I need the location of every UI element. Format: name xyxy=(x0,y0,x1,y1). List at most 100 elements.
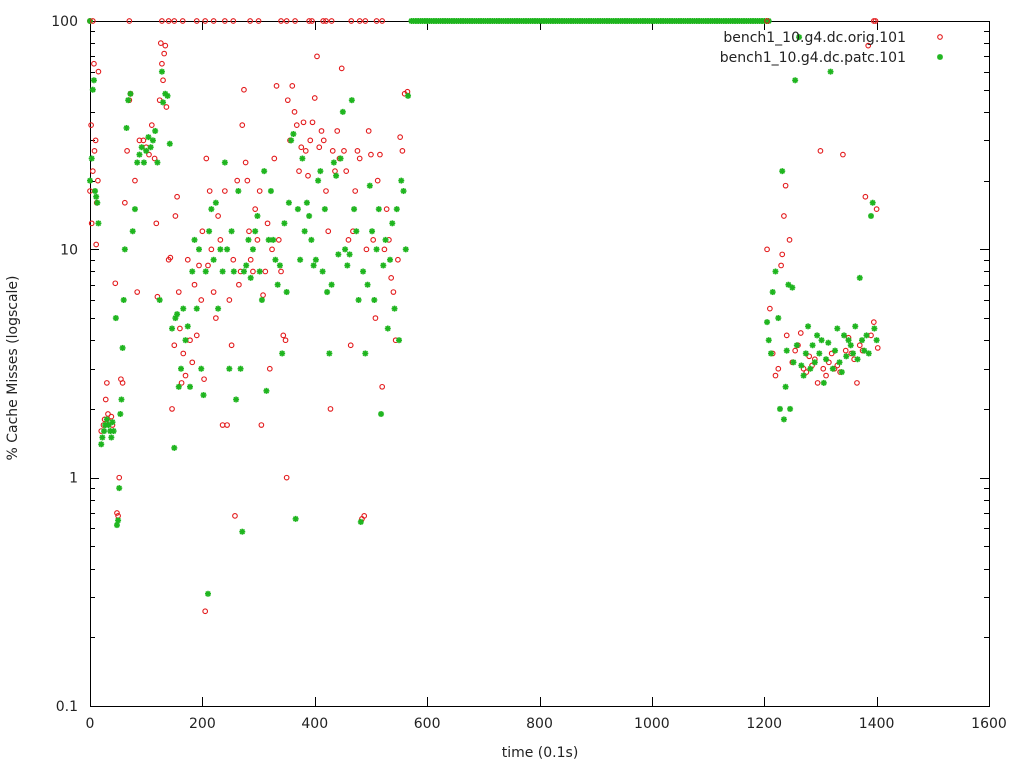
data-point xyxy=(112,280,119,287)
data-point xyxy=(217,246,224,253)
data-point xyxy=(90,77,97,84)
data-point xyxy=(366,182,373,189)
data-point xyxy=(157,40,164,46)
legend-star-marker xyxy=(937,54,943,60)
data-point xyxy=(134,159,141,166)
data-point xyxy=(841,332,848,339)
data-point xyxy=(162,42,169,49)
data-point xyxy=(291,109,298,115)
data-point xyxy=(289,82,296,89)
y-tick-label: 1 xyxy=(69,471,78,487)
data-point xyxy=(823,372,829,379)
data-point xyxy=(384,325,391,332)
data-point xyxy=(318,128,325,134)
data-point xyxy=(147,144,154,151)
data-point xyxy=(274,281,281,288)
data-point xyxy=(145,134,152,141)
data-point xyxy=(187,383,194,390)
data-point xyxy=(806,353,813,360)
data-point xyxy=(779,251,786,258)
data-point xyxy=(856,342,863,349)
data-point xyxy=(399,147,406,154)
data-point xyxy=(335,251,342,258)
data-point xyxy=(243,262,250,269)
data-point xyxy=(240,268,247,275)
data-point xyxy=(850,350,857,357)
data-point xyxy=(93,241,100,248)
data-point xyxy=(297,256,304,263)
data-point xyxy=(103,416,110,423)
data-point xyxy=(299,155,306,162)
legend: bench1_10.g4.dc.orig.101 bench1_10.g4.dc… xyxy=(720,30,943,66)
data-point xyxy=(767,305,773,312)
data-point xyxy=(272,256,279,263)
data-point xyxy=(116,474,123,481)
x-tick-label: 1600 xyxy=(971,716,1007,732)
data-point xyxy=(88,122,94,128)
data-point xyxy=(346,251,353,258)
data-point xyxy=(254,237,261,243)
data-point xyxy=(182,337,189,344)
data-point xyxy=(764,246,770,253)
data-point xyxy=(828,350,835,357)
data-point xyxy=(873,206,880,212)
data-point xyxy=(281,220,288,227)
axis-ticks xyxy=(90,21,990,707)
data-point xyxy=(249,246,256,253)
data-point xyxy=(363,246,370,253)
data-point xyxy=(171,18,178,24)
data-point xyxy=(154,293,161,300)
series-2-saturation-band xyxy=(408,18,772,24)
data-point xyxy=(121,246,128,253)
data-point xyxy=(315,177,322,184)
data-point xyxy=(321,206,328,213)
series-1 xyxy=(87,18,881,615)
x-axis-title: time (0.1s) xyxy=(502,745,579,761)
data-point xyxy=(865,350,872,357)
data-point xyxy=(307,137,314,144)
legend-marker-series-1 xyxy=(937,34,943,40)
data-point xyxy=(792,77,799,84)
data-point xyxy=(874,345,881,351)
data-point xyxy=(365,128,372,134)
data-point xyxy=(269,246,275,253)
data-point xyxy=(343,168,350,174)
data-point xyxy=(863,332,870,339)
data-point xyxy=(378,411,385,418)
data-point xyxy=(171,444,178,451)
data-point xyxy=(842,347,849,354)
data-point xyxy=(284,97,291,104)
data-point xyxy=(210,256,217,263)
data-point xyxy=(228,342,235,349)
data-point xyxy=(159,18,165,24)
data-point xyxy=(159,60,165,67)
data-point xyxy=(829,365,836,372)
data-point xyxy=(396,337,403,344)
data-point xyxy=(164,92,171,99)
data-point xyxy=(206,188,213,194)
data-point xyxy=(228,228,235,235)
data-point xyxy=(314,53,320,60)
data-point xyxy=(339,108,346,115)
data-point xyxy=(178,365,185,372)
data-point xyxy=(224,246,231,253)
data-point xyxy=(184,323,191,330)
data-point xyxy=(169,325,176,332)
data-point xyxy=(161,50,168,57)
data-point xyxy=(200,392,207,399)
data-point xyxy=(140,159,147,166)
data-point xyxy=(204,590,211,597)
data-point xyxy=(803,369,810,375)
data-point xyxy=(246,228,252,235)
data-point xyxy=(193,305,200,312)
data-point xyxy=(783,347,790,354)
data-point xyxy=(309,119,316,126)
data-point xyxy=(847,342,854,349)
data-point xyxy=(119,380,126,386)
data-point xyxy=(306,212,313,219)
data-point xyxy=(348,18,355,24)
data-point xyxy=(814,380,821,386)
data-point xyxy=(326,350,333,357)
data-point xyxy=(306,18,312,24)
data-point xyxy=(158,68,165,75)
